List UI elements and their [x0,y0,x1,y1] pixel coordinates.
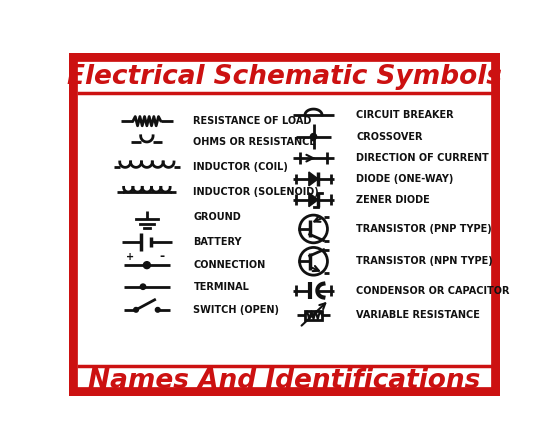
Text: RESISTANCE OF LOAD: RESISTANCE OF LOAD [193,116,312,126]
Polygon shape [309,172,318,186]
Bar [305,311,322,320]
Text: GROUND: GROUND [193,212,241,222]
Circle shape [155,307,160,312]
Text: OHMS OR RESISTANCE: OHMS OR RESISTANCE [193,137,316,147]
Text: +: + [126,252,134,262]
Text: TERMINAL: TERMINAL [193,282,249,292]
Text: INDUCTOR (SOLENOID): INDUCTOR (SOLENOID) [193,187,319,197]
Text: BATTERY: BATTERY [193,237,242,247]
Text: Electrical Schematic Symbols: Electrical Schematic Symbols [67,64,502,89]
Circle shape [310,134,316,140]
Text: SWITCH (OPEN): SWITCH (OPEN) [193,305,279,315]
Text: CONDENSOR OR CAPACITOR: CONDENSOR OR CAPACITOR [356,286,509,295]
Text: DIODE (ONE-WAY): DIODE (ONE-WAY) [356,174,453,184]
Text: TRANSISTOR (NPN TYPE): TRANSISTOR (NPN TYPE) [356,256,493,266]
Text: INDUCTOR (COIL): INDUCTOR (COIL) [193,162,288,172]
Text: Names And Identifications: Names And Identifications [88,368,480,394]
Circle shape [143,262,150,269]
Circle shape [134,307,138,312]
Text: TRANSISTOR (PNP TYPE): TRANSISTOR (PNP TYPE) [356,224,492,234]
Circle shape [140,284,146,289]
Text: CIRCUIT BREAKER: CIRCUIT BREAKER [356,110,454,120]
Text: CONNECTION: CONNECTION [193,260,266,270]
Polygon shape [309,193,318,206]
Text: CROSSOVER: CROSSOVER [356,132,422,142]
Text: ZENER DIODE: ZENER DIODE [356,195,430,205]
Text: VARIABLE RESISTANCE: VARIABLE RESISTANCE [356,310,480,320]
Text: -: - [160,250,165,263]
Text: DIRECTION OF CURRENT: DIRECTION OF CURRENT [356,153,489,163]
